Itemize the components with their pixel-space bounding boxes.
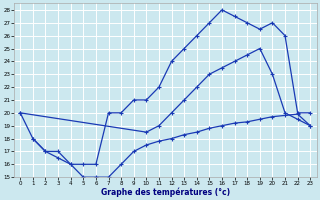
X-axis label: Graphe des températures (°c): Graphe des températures (°c) [101,187,230,197]
